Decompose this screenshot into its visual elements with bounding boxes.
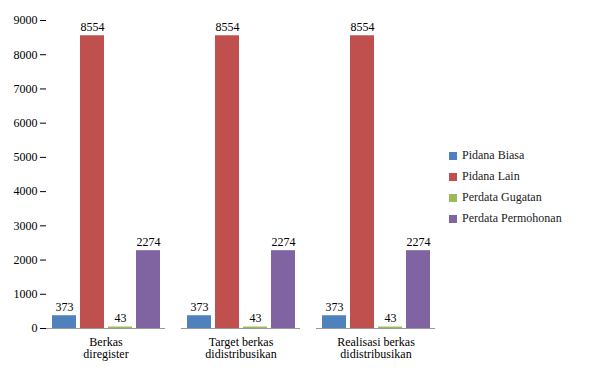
svg-text:373: 373 <box>326 300 344 314</box>
svg-text:43: 43 <box>385 311 397 325</box>
svg-text:Target berkasdidistribusikan: Target berkasdidistribusikan <box>205 335 276 361</box>
svg-text:0: 0 <box>32 321 38 335</box>
svg-text:2274: 2274 <box>407 235 431 249</box>
svg-text:8554: 8554 <box>351 20 375 34</box>
svg-text:373: 373 <box>191 300 209 314</box>
html-text:Pidana Biasa: Pidana Biasa <box>462 148 525 162</box>
svg-text:2274: 2274 <box>272 235 296 249</box>
html-text:Pidana Lain: Pidana Lain <box>462 169 520 183</box>
svg-text:1000: 1000 <box>14 287 38 301</box>
svg-text:9000: 9000 <box>14 13 38 27</box>
svg-text:8554: 8554 <box>81 20 105 34</box>
svg-text:7000: 7000 <box>14 82 38 96</box>
html-text:Perdata Gugatan: Perdata Gugatan <box>462 190 542 204</box>
svg-text:4000: 4000 <box>14 184 38 198</box>
svg-text:2274: 2274 <box>137 235 161 249</box>
svg-text:Berkasdiregister: Berkasdiregister <box>83 335 128 361</box>
svg-text:43: 43 <box>250 311 262 325</box>
svg-text:8554: 8554 <box>216 20 240 34</box>
svg-text:8000: 8000 <box>14 48 38 62</box>
svg-text:6000: 6000 <box>14 116 38 130</box>
svg-text:43: 43 <box>115 311 127 325</box>
svg-text:5000: 5000 <box>14 150 38 164</box>
html-text:Perdata Permohonan: Perdata Permohonan <box>462 211 562 225</box>
svg-text:Realisasi berkasdidistribusika: Realisasi berkasdidistribusikan <box>337 335 415 361</box>
svg-text:373: 373 <box>56 300 74 314</box>
svg-text:2000: 2000 <box>14 253 38 267</box>
svg-text:3000: 3000 <box>14 219 38 233</box>
